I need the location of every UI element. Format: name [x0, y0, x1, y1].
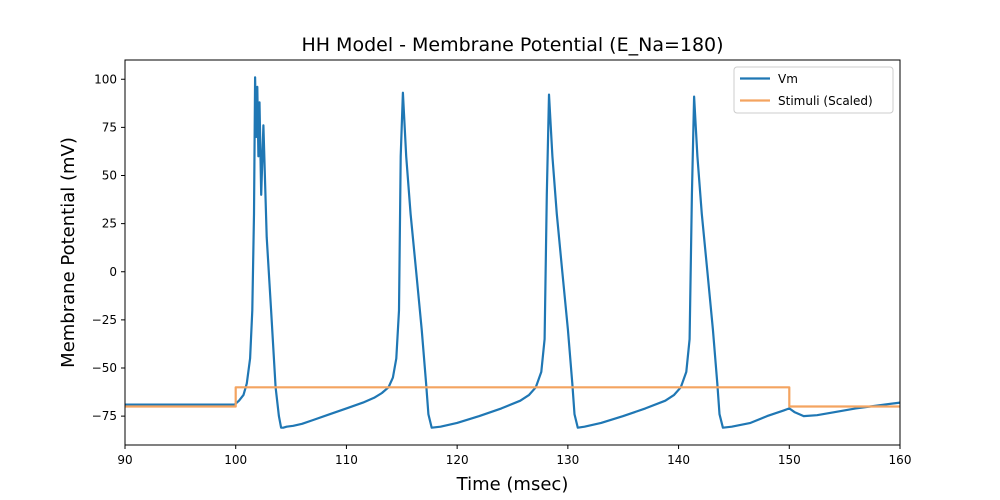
y-tick-label: 50: [102, 169, 117, 183]
chart-title: HH Model - Membrane Potential (E_Na=180): [301, 34, 723, 56]
y-tick-label: −50: [92, 361, 117, 375]
y-tick-label: −75: [92, 409, 117, 423]
y-axis-title: Membrane Potential (mV): [58, 137, 79, 368]
legend-label-vm: Vm: [778, 72, 798, 86]
plot-frame: [124, 59, 901, 446]
y-tick-label: 75: [102, 120, 117, 134]
x-tick-label: 90: [117, 453, 132, 467]
series-line-1: [125, 386, 900, 408]
y-tick-label: −25: [92, 313, 117, 327]
legend-label-stimuli: Stimuli (Scaled): [778, 94, 873, 108]
y-tick-label: 100: [94, 72, 117, 86]
x-axis-title: Time (msec): [456, 474, 569, 495]
x-tick-label: 110: [335, 453, 358, 467]
series-line-0: [125, 76, 901, 429]
x-tick-label: 120: [446, 453, 469, 467]
y-tick-label: 0: [109, 265, 117, 279]
x-tick-label: 140: [667, 453, 690, 467]
x-tick-label: 100: [224, 453, 247, 467]
x-tick-label: 160: [889, 453, 912, 467]
x-tick-label: 130: [556, 453, 579, 467]
legend: Vm Stimuli (Scaled): [733, 66, 894, 114]
y-tick-label: 25: [102, 217, 117, 231]
legend-box: [733, 66, 894, 114]
x-tick-label: 150: [778, 453, 801, 467]
